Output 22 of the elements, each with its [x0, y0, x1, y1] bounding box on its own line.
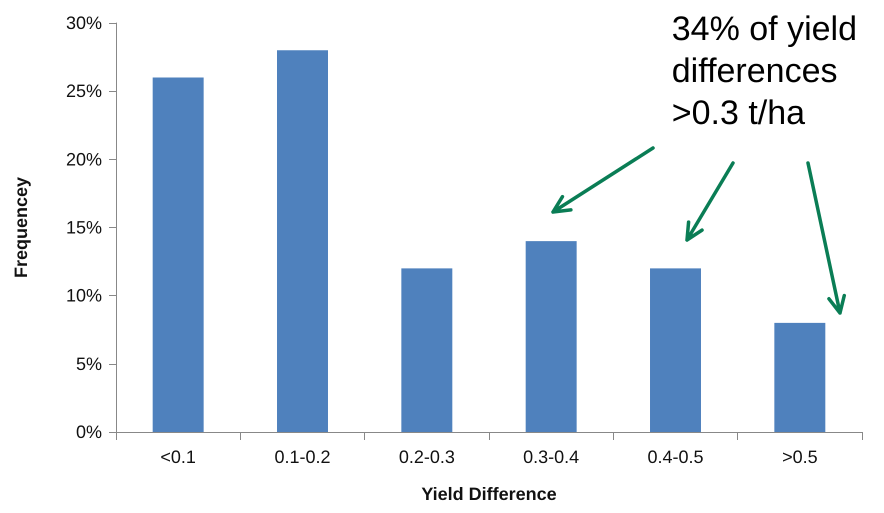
- y-tick-label: 10%: [66, 286, 102, 306]
- bar: [774, 322, 826, 432]
- x-axis-title: Yield Difference: [421, 484, 557, 504]
- y-tick-label: 15%: [66, 218, 102, 238]
- bar: [526, 241, 577, 432]
- y-tick-label: 20%: [66, 149, 102, 170]
- x-tick-label: 0.3-0.4: [523, 447, 580, 467]
- bar: [277, 50, 328, 432]
- x-tick-label: 0.1-0.2: [274, 447, 331, 467]
- bar: [152, 78, 204, 432]
- annotation: 34% of yield differences >0.3 t/ha: [672, 10, 858, 132]
- x-tick-label: <0.1: [160, 447, 196, 467]
- x-tick-label: 0.2-0.3: [398, 447, 455, 467]
- y-tick-label: 0%: [76, 422, 102, 442]
- x-tick-label: 0.4-0.5: [647, 447, 704, 467]
- x-tick-label: >0.5: [782, 447, 818, 467]
- y-axis-title: Frequencey: [11, 176, 31, 278]
- bar: [401, 268, 452, 432]
- y-tick-label: 5%: [76, 354, 102, 374]
- y-tick-label: 30%: [66, 13, 102, 33]
- y-tick-label: 25%: [66, 81, 102, 102]
- bar: [650, 268, 701, 432]
